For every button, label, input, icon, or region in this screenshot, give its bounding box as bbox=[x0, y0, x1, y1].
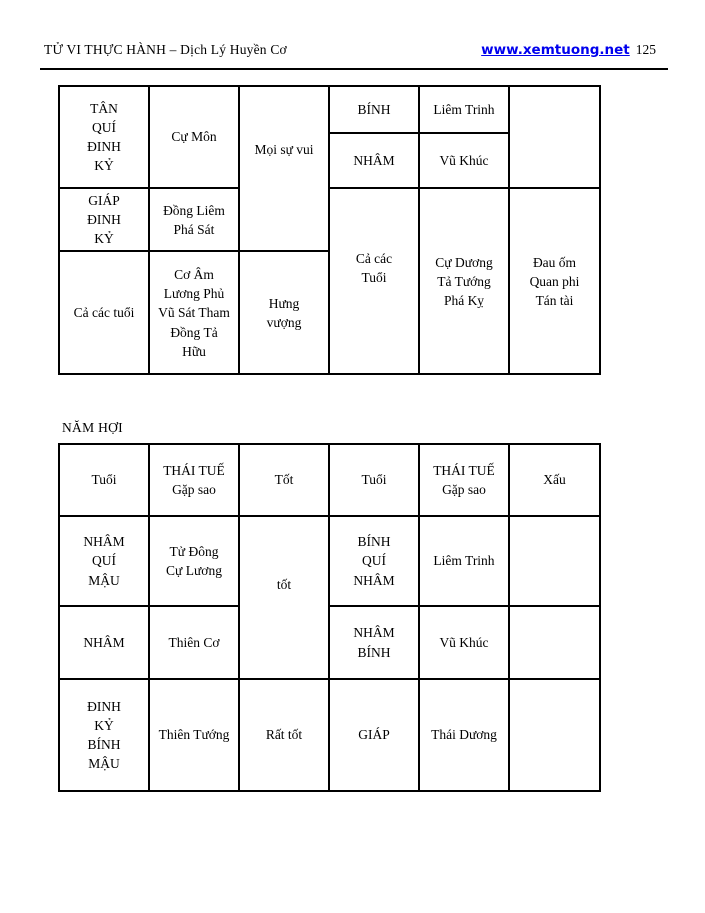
table-cell: BÍNH QUÍ NHÂM bbox=[328, 515, 420, 607]
table-cell: Vũ Khúc bbox=[418, 605, 510, 680]
table-header-cell: Tuổi bbox=[58, 443, 150, 517]
table-header-cell: THÁI TUẾ Gặp sao bbox=[418, 443, 510, 517]
table-cell: GIÁP ĐINH KỶ bbox=[58, 186, 150, 253]
table-cell: Mọi sự vui bbox=[238, 84, 330, 253]
table-cell-empty bbox=[508, 605, 601, 680]
header-divider bbox=[40, 68, 668, 70]
table-cell-empty bbox=[508, 85, 601, 189]
section-label-nam-hoi: NĂM HỢI bbox=[62, 420, 123, 435]
table-cell: NHÂM bbox=[328, 132, 420, 189]
table-cell: Đồng Liêm Phá Sát bbox=[148, 186, 240, 253]
table-cell: Đau ốm Quan phi Tán tài bbox=[508, 186, 601, 376]
table-cell: NHÂM QUÍ MẬU bbox=[58, 515, 150, 607]
table-cell: GIÁP bbox=[328, 678, 420, 792]
header-right-group: www.xemtuong.net 125 bbox=[481, 42, 656, 58]
table-cell: BÍNH bbox=[328, 85, 420, 134]
table-cell: Hưng vượng bbox=[238, 250, 330, 376]
page-number: 125 bbox=[635, 42, 656, 57]
table-header-cell: Tốt bbox=[238, 443, 330, 517]
table-cell: Cả các tuổi bbox=[58, 250, 150, 376]
table-cell: Cả các Tuổi bbox=[328, 186, 420, 376]
table-cell-empty bbox=[508, 515, 601, 607]
table-cell: Cự Dương Tả Tướng Phá Kỵ bbox=[418, 186, 510, 376]
table-header-cell: THÁI TUẾ Gặp sao bbox=[148, 443, 240, 517]
table-cell: Thái Dương bbox=[418, 678, 510, 792]
table-header-cell: Xấu bbox=[508, 443, 601, 517]
table-header-cell: Tuổi bbox=[328, 443, 420, 517]
table-cell: tốt bbox=[238, 515, 330, 680]
table-cell: NHÂM BÍNH bbox=[328, 605, 420, 680]
table-cell: Thiên Cơ bbox=[148, 605, 240, 680]
table-cell: Thiên Tướng bbox=[148, 678, 240, 792]
table-cell: Cơ Âm Lương Phủ Vũ Sát Tham Đồng Tả Hữu bbox=[148, 250, 240, 376]
table-cell: Liêm Trinh bbox=[418, 85, 510, 134]
table-cell: Cự Môn bbox=[148, 85, 240, 189]
table-lower: Tuổi THÁI TUẾ Gặp sao Tốt Tuổi THÁI TUẾ … bbox=[58, 443, 601, 792]
table-cell: Liêm Trinh bbox=[418, 515, 510, 607]
table-cell: Vũ Khúc bbox=[418, 132, 510, 189]
table-cell: ĐINH KỶ BÍNH MẬU bbox=[58, 678, 150, 792]
table-cell-empty bbox=[508, 678, 601, 792]
website-link[interactable]: www.xemtuong.net bbox=[481, 42, 630, 58]
table-upper: TÂN QUÍ ĐINH KỶ Cự Môn Mọi sự vui BÍNH L… bbox=[58, 84, 601, 376]
book-title: TỬ VI THỰC HÀNH – Dịch Lý Huyền Cơ bbox=[44, 42, 287, 57]
table-cell: Rất tốt bbox=[238, 678, 330, 792]
page-header: TỬ VI THỰC HÀNH – Dịch Lý Huyền Cơ www.x… bbox=[44, 42, 656, 58]
table-cell: NHÂM bbox=[58, 605, 150, 680]
table-cell: Tử Đông Cự Lương bbox=[148, 515, 240, 607]
table-cell: TÂN QUÍ ĐINH KỶ bbox=[58, 85, 150, 189]
